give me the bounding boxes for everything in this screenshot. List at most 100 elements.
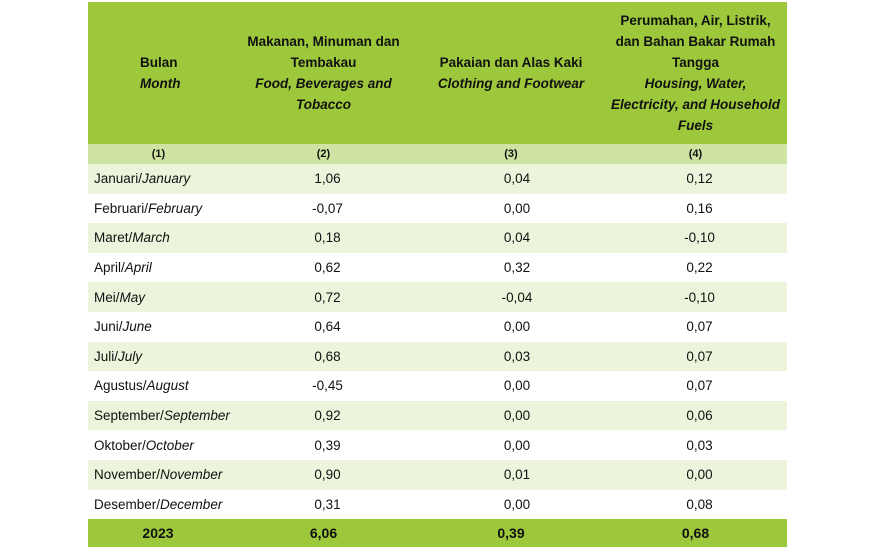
header-food: Makanan, Minuman dan Tembakau Food, Beve… xyxy=(229,2,418,144)
table-row: Juli/July 0,68 0,03 0,07 xyxy=(88,341,787,372)
header-line-en: Electricity, and Household xyxy=(610,97,781,112)
table-row: Oktober/October 0,39 0,00 0,03 xyxy=(88,430,787,460)
month-id: Januari xyxy=(94,171,139,187)
month-id: Juli xyxy=(94,348,115,364)
column-number: (1) xyxy=(88,144,229,164)
month-en: December xyxy=(160,496,223,512)
clothing-value: 0,04 xyxy=(418,164,604,194)
housing-value: -0,10 xyxy=(604,282,787,312)
clothing-value: 0,32 xyxy=(418,252,604,283)
food-value: 0,90 xyxy=(229,459,418,490)
month-cell: Maret/March xyxy=(88,223,229,253)
header-line-en: Housing, Water, xyxy=(644,76,747,91)
food-value: 0,62 xyxy=(229,252,418,283)
column-number: (4) xyxy=(604,144,787,164)
header-row: Bulan Month Makanan, Minuman dan Tembaka… xyxy=(88,2,787,144)
column-number-row: (1) (2) (3) (4) xyxy=(88,144,787,164)
month-cell: Agustus/August xyxy=(88,371,229,401)
clothing-value: 0,00 xyxy=(418,430,604,460)
month-en: November xyxy=(160,467,223,483)
header-line: Bulan xyxy=(140,55,178,70)
month-id: Agustus xyxy=(94,378,143,394)
food-value: 0,64 xyxy=(229,311,418,342)
total-label: 2023 xyxy=(88,519,229,548)
clothing-value: 0,00 xyxy=(418,489,604,520)
table-row: Januari/January 1,06 0,04 0,12 xyxy=(88,164,787,194)
clothing-value: -0,04 xyxy=(418,282,604,312)
food-value: 0,31 xyxy=(229,489,418,520)
month-cell: Mei/May xyxy=(88,282,229,312)
header-housing: Perumahan, Air, Listrik, dan Bahan Bakar… xyxy=(604,2,787,144)
inflation-table: Bulan Month Makanan, Minuman dan Tembaka… xyxy=(88,2,787,548)
total-row: 2023 6,06 0,39 0,68 xyxy=(88,519,787,548)
month-en: October xyxy=(145,437,194,453)
clothing-value: 0,00 xyxy=(418,311,604,342)
table-row: Mei/May 0,72 -0,04 -0,10 xyxy=(88,282,787,312)
food-value: 0,39 xyxy=(229,430,418,460)
housing-value: 0,03 xyxy=(604,430,787,460)
total-food: 6,06 xyxy=(229,519,418,548)
month-en: May xyxy=(119,289,146,305)
housing-value: 0,00 xyxy=(604,459,787,490)
header-line-en: Month xyxy=(140,76,181,91)
clothing-value: 0,00 xyxy=(418,371,604,401)
table-row: Agustus/August -0,45 0,00 0,07 xyxy=(88,371,787,401)
table-row: Februari/February -0,07 0,00 0,16 xyxy=(88,193,787,224)
header-line-en: Food, Beverages and xyxy=(255,76,392,91)
food-value: -0,45 xyxy=(229,371,418,401)
month-id: Juni xyxy=(94,319,119,335)
month-cell: April/April xyxy=(88,252,229,283)
housing-value: 0,07 xyxy=(604,341,787,372)
month-en: February xyxy=(148,200,203,216)
housing-value: 0,08 xyxy=(604,489,787,520)
housing-value: -0,10 xyxy=(604,223,787,253)
header-line-en: Clothing and Footwear xyxy=(437,76,585,91)
total-clothing: 0,39 xyxy=(418,519,604,548)
table-body: Januari/January 1,06 0,04 0,12 Februari/Febr… xyxy=(88,164,787,520)
total-housing: 0,68 xyxy=(604,519,787,548)
header-line-en: Fuels xyxy=(677,118,714,133)
food-value: 0,92 xyxy=(229,400,418,431)
month-id: Februari xyxy=(94,200,145,216)
header-line: Pakaian dan Alas Kaki xyxy=(439,55,583,70)
header-line: Tangga xyxy=(672,55,719,70)
clothing-value: 0,04 xyxy=(418,223,604,253)
header-line: Makanan, Minuman dan xyxy=(247,34,400,49)
clothing-value: 0,03 xyxy=(418,341,604,372)
header-line-en: Tobacco xyxy=(295,97,351,112)
month-id: Desember xyxy=(94,496,157,512)
month-en: April xyxy=(124,260,152,276)
clothing-value: 0,01 xyxy=(418,459,604,490)
month-cell: Oktober/October xyxy=(88,430,229,460)
food-value: 0,68 xyxy=(229,341,418,372)
table-row: April/April 0,62 0,32 0,22 xyxy=(88,252,787,283)
clothing-value: 0,00 xyxy=(418,400,604,431)
housing-value: 0,12 xyxy=(604,164,787,194)
housing-value: 0,06 xyxy=(604,400,787,431)
header-month: Bulan Month xyxy=(88,2,229,144)
month-id: Maret xyxy=(94,230,129,246)
month-cell: Januari/January xyxy=(88,164,229,194)
month-id: Oktober xyxy=(94,437,143,453)
food-value: 0,72 xyxy=(229,282,418,312)
table-row: Maret/March 0,18 0,04 -0,10 xyxy=(88,223,787,253)
food-value: 0,18 xyxy=(229,223,418,253)
table-row: Juni/June 0,64 0,00 0,07 xyxy=(88,311,787,342)
header-line: Perumahan, Air, Listrik, xyxy=(620,13,771,28)
month-en: January xyxy=(142,171,191,187)
month-en: March xyxy=(132,230,170,246)
housing-value: 0,07 xyxy=(604,311,787,342)
month-en: June xyxy=(122,319,152,335)
month-en: September xyxy=(163,408,230,424)
month-cell: Desember/December xyxy=(88,489,229,520)
food-value: 1,06 xyxy=(229,164,418,194)
housing-value: 0,07 xyxy=(604,371,787,401)
month-cell: Februari/February xyxy=(88,193,229,224)
clothing-value: 0,00 xyxy=(418,193,604,224)
header-clothing: Pakaian dan Alas Kaki Clothing and Footw… xyxy=(418,2,604,144)
month-id: April xyxy=(94,260,122,276)
header-line: Tembakau xyxy=(290,55,357,70)
month-cell: September/September xyxy=(88,400,230,431)
column-number: (3) xyxy=(418,144,604,164)
month-cell: Juli/July xyxy=(88,341,229,372)
